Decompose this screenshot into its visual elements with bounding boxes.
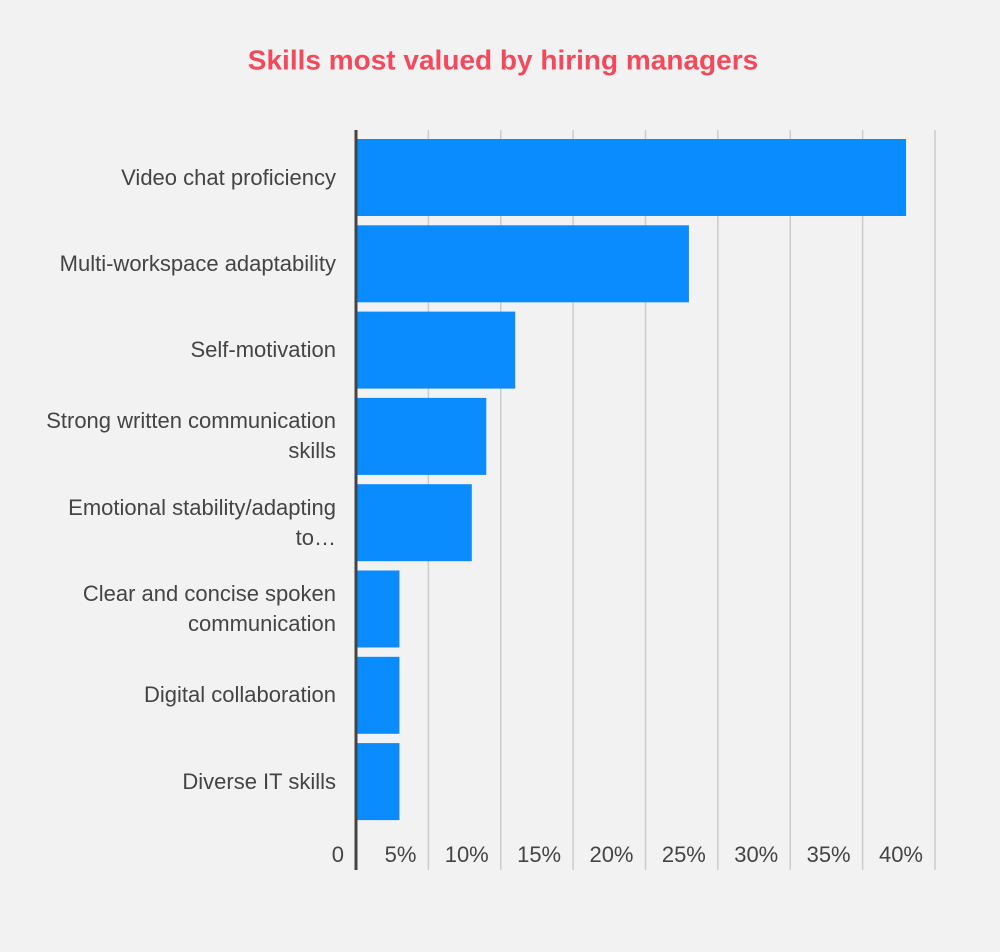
x-tick-label: 20% — [589, 842, 633, 867]
bar — [356, 397, 487, 475]
x-tick-label: 0 — [332, 842, 344, 867]
y-tick-label: Emotional stability/adapting to… — [68, 494, 336, 550]
chart-title: Skills most valued by hiring managers — [248, 44, 758, 75]
bar — [356, 570, 400, 648]
bar — [356, 656, 400, 734]
y-tick-label: Strong written communication skills — [46, 408, 336, 464]
bar — [356, 743, 400, 821]
bar — [356, 225, 689, 303]
x-tick-label: 35% — [807, 842, 851, 867]
y-tick-label: Multi-workspace adaptability — [59, 250, 336, 276]
bar — [356, 311, 516, 389]
y-tick-label: Self-motivation — [190, 337, 336, 363]
x-tick-label: 30% — [734, 842, 778, 867]
x-tick-label: 25% — [662, 842, 706, 867]
bar — [356, 139, 907, 216]
x-tick-label: 15% — [517, 842, 561, 867]
x-tick-label: 10% — [445, 842, 489, 867]
y-tick-label: Video chat proficiency — [121, 164, 336, 190]
y-tick-label: Diverse IT skills — [182, 768, 336, 794]
x-tick-label: 40% — [879, 842, 923, 867]
x-tick-label: 5% — [385, 842, 417, 867]
y-tick-label: Clear and concise spoken communication — [82, 581, 336, 636]
bar — [356, 484, 472, 562]
y-tick-label: Digital collaboration — [144, 682, 336, 708]
